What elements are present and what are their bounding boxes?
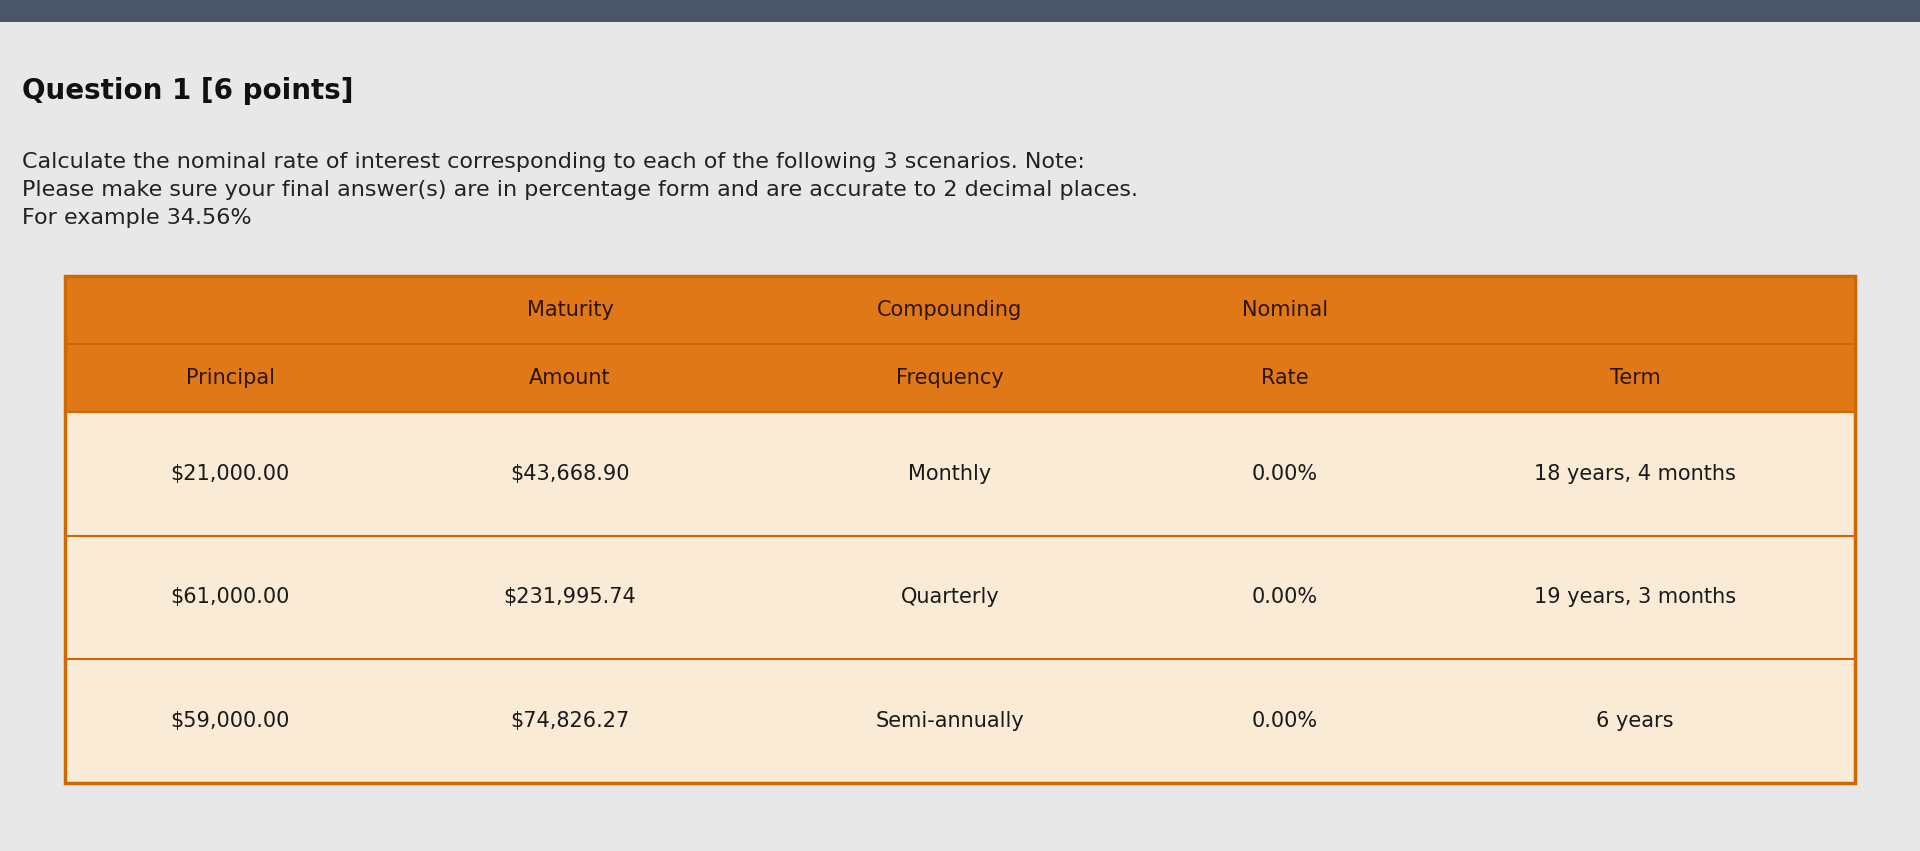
Text: Principal: Principal — [186, 368, 275, 388]
Text: Quarterly: Quarterly — [900, 587, 1000, 608]
Text: Question 1 [6 points]: Question 1 [6 points] — [21, 77, 353, 105]
Bar — [65, 412, 1855, 535]
Text: $21,000.00: $21,000.00 — [171, 464, 290, 484]
Text: $231,995.74: $231,995.74 — [503, 587, 636, 608]
Text: Please make sure your final answer(s) are in percentage form and are accurate to: Please make sure your final answer(s) ar… — [21, 180, 1139, 200]
Text: Compounding: Compounding — [877, 300, 1023, 320]
Text: 6 years: 6 years — [1596, 711, 1674, 731]
Bar — [65, 276, 1855, 783]
Text: Frequency: Frequency — [897, 368, 1004, 388]
Text: Rate: Rate — [1261, 368, 1309, 388]
Text: Semi-annually: Semi-annually — [876, 711, 1025, 731]
Text: Term: Term — [1609, 368, 1661, 388]
Text: $59,000.00: $59,000.00 — [171, 711, 290, 731]
Bar — [65, 276, 1855, 412]
Bar — [0, 0, 1920, 22]
Text: 18 years, 4 months: 18 years, 4 months — [1534, 464, 1736, 484]
Text: Nominal: Nominal — [1242, 300, 1329, 320]
Text: $61,000.00: $61,000.00 — [171, 587, 290, 608]
Text: 0.00%: 0.00% — [1252, 711, 1317, 731]
Text: Maturity: Maturity — [526, 300, 612, 320]
Text: $74,826.27: $74,826.27 — [511, 711, 630, 731]
Text: 19 years, 3 months: 19 years, 3 months — [1534, 587, 1736, 608]
Bar — [65, 535, 1855, 660]
Text: Amount: Amount — [530, 368, 611, 388]
Text: For example 34.56%: For example 34.56% — [21, 208, 252, 228]
Text: 0.00%: 0.00% — [1252, 587, 1317, 608]
Text: Monthly: Monthly — [908, 464, 991, 484]
Text: $43,668.90: $43,668.90 — [511, 464, 630, 484]
Text: 0.00%: 0.00% — [1252, 464, 1317, 484]
Text: Calculate the nominal rate of interest corresponding to each of the following 3 : Calculate the nominal rate of interest c… — [21, 152, 1085, 172]
Bar — [65, 660, 1855, 783]
